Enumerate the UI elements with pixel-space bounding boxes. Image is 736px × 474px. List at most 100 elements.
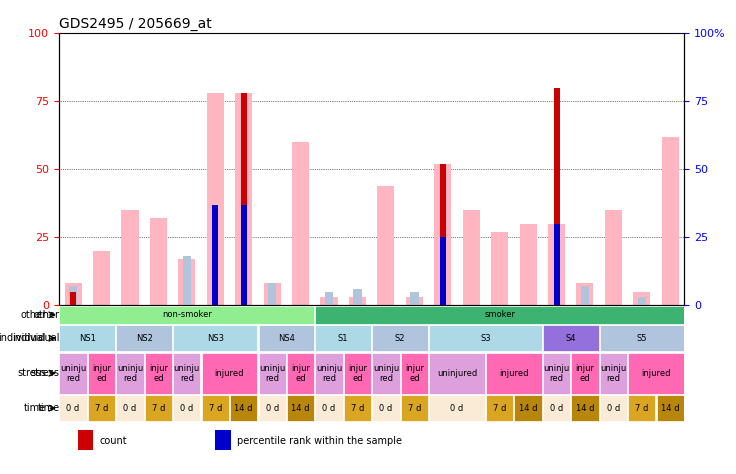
Bar (576, 283, 593, 305)
Text: 0 d: 0 d (550, 404, 563, 413)
Text: 0 d: 0 d (180, 404, 194, 413)
Bar (605, 210, 622, 305)
Bar (325, 292, 333, 305)
Bar (78, 430, 93, 449)
Bar (178, 259, 195, 305)
Text: NS4: NS4 (278, 334, 295, 343)
Text: non-smoker: non-smoker (162, 310, 212, 319)
Text: uninju
red: uninju red (259, 364, 286, 383)
Text: injur
ed: injur ed (92, 364, 111, 383)
Text: S1: S1 (338, 334, 348, 343)
Bar (633, 292, 651, 305)
FancyBboxPatch shape (543, 353, 570, 394)
FancyBboxPatch shape (173, 395, 200, 421)
FancyBboxPatch shape (629, 395, 656, 421)
FancyBboxPatch shape (600, 325, 684, 351)
Text: 0 d: 0 d (124, 404, 137, 413)
Text: injur
ed: injur ed (149, 364, 168, 383)
Bar (183, 256, 191, 305)
Text: injured: injured (215, 369, 244, 378)
Text: 7 d: 7 d (493, 404, 506, 413)
Bar (320, 297, 338, 305)
FancyBboxPatch shape (116, 395, 144, 421)
Bar (215, 430, 231, 449)
Text: time: time (38, 403, 60, 413)
Text: 0 d: 0 d (322, 404, 336, 413)
Bar (268, 283, 277, 305)
FancyBboxPatch shape (429, 325, 542, 351)
FancyBboxPatch shape (486, 395, 513, 421)
FancyBboxPatch shape (60, 325, 115, 351)
Text: 14 d: 14 d (661, 404, 679, 413)
Bar (553, 88, 559, 305)
Text: uninju
red: uninju red (174, 364, 200, 383)
Text: injured: injured (641, 369, 670, 378)
Text: uninju
red: uninju red (60, 364, 86, 383)
Text: injur
ed: injur ed (576, 364, 595, 383)
Text: time: time (24, 403, 46, 413)
Bar (65, 283, 82, 305)
Bar (121, 210, 138, 305)
Bar (378, 185, 394, 305)
Bar (349, 297, 366, 305)
Text: other: other (20, 310, 46, 320)
FancyBboxPatch shape (202, 353, 258, 394)
Bar (581, 286, 590, 305)
Text: 7 d: 7 d (152, 404, 165, 413)
Text: 0 d: 0 d (450, 404, 464, 413)
FancyBboxPatch shape (571, 395, 598, 421)
FancyBboxPatch shape (543, 395, 570, 421)
Bar (463, 210, 480, 305)
FancyBboxPatch shape (372, 395, 400, 421)
FancyBboxPatch shape (629, 353, 684, 394)
FancyBboxPatch shape (60, 306, 314, 324)
Text: S4: S4 (565, 334, 576, 343)
Bar (548, 224, 565, 305)
FancyBboxPatch shape (173, 325, 258, 351)
Bar (212, 205, 219, 305)
Text: 7 d: 7 d (351, 404, 364, 413)
Text: 7 d: 7 d (408, 404, 421, 413)
FancyBboxPatch shape (600, 353, 627, 394)
Bar (93, 251, 110, 305)
Text: injur
ed: injur ed (291, 364, 310, 383)
FancyBboxPatch shape (116, 353, 144, 394)
FancyBboxPatch shape (429, 395, 485, 421)
FancyBboxPatch shape (258, 325, 314, 351)
FancyBboxPatch shape (600, 395, 627, 421)
Text: uninju
red: uninju red (117, 364, 143, 383)
Text: 0 d: 0 d (66, 404, 79, 413)
Text: injur
ed: injur ed (348, 364, 367, 383)
Bar (70, 292, 76, 305)
Text: uninju
red: uninju red (601, 364, 626, 383)
FancyBboxPatch shape (315, 325, 371, 351)
FancyBboxPatch shape (230, 395, 258, 421)
Text: injur
ed: injur ed (405, 364, 424, 383)
FancyBboxPatch shape (514, 395, 542, 421)
FancyBboxPatch shape (344, 395, 371, 421)
FancyBboxPatch shape (571, 353, 598, 394)
FancyBboxPatch shape (258, 353, 286, 394)
FancyBboxPatch shape (372, 353, 400, 394)
Text: 7 d: 7 d (95, 404, 108, 413)
FancyBboxPatch shape (258, 395, 286, 421)
Text: 7 d: 7 d (635, 404, 648, 413)
FancyBboxPatch shape (145, 395, 172, 421)
FancyBboxPatch shape (657, 395, 684, 421)
Bar (553, 224, 559, 305)
Text: 7 d: 7 d (208, 404, 222, 413)
Text: S5: S5 (637, 334, 647, 343)
Text: 14 d: 14 d (576, 404, 594, 413)
Bar (241, 93, 247, 305)
Text: injured: injured (499, 369, 528, 378)
FancyBboxPatch shape (287, 395, 314, 421)
FancyBboxPatch shape (173, 353, 200, 394)
Bar (241, 205, 247, 305)
Text: 14 d: 14 d (235, 404, 253, 413)
FancyBboxPatch shape (429, 353, 485, 394)
Text: 0 d: 0 d (379, 404, 392, 413)
Bar (491, 232, 508, 305)
Bar (440, 164, 446, 305)
Text: uninju
red: uninju red (372, 364, 399, 383)
Text: uninju
red: uninju red (543, 364, 570, 383)
